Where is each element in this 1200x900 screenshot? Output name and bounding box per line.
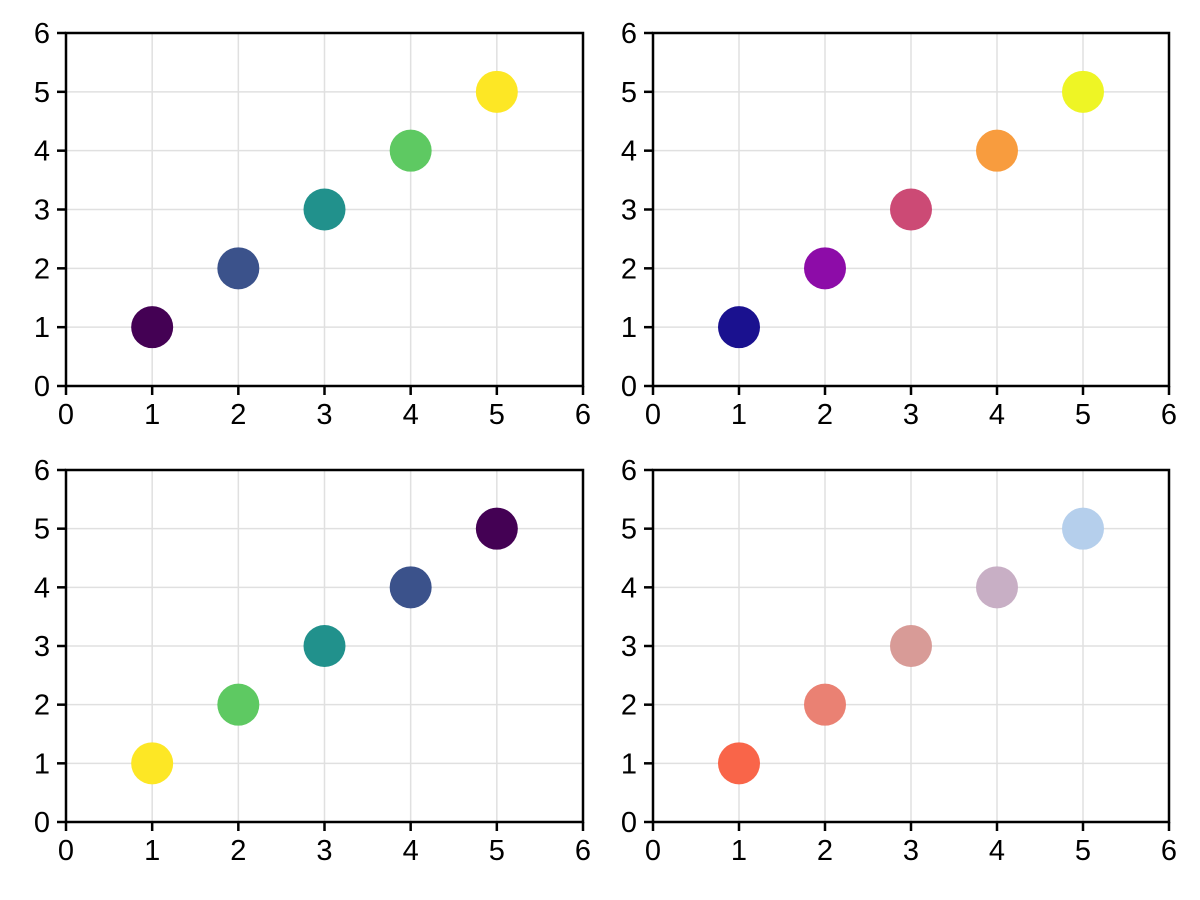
y-tick-label: 6 bbox=[34, 455, 50, 487]
scatter-point bbox=[217, 683, 260, 726]
subplot-top-left: 0 1 2 3 4 5 6 0 1 2 3 4 5 6 bbox=[34, 18, 591, 431]
x-tick-label: 5 bbox=[489, 835, 505, 867]
y-tick-label: 6 bbox=[621, 18, 637, 50]
scatter-point bbox=[303, 188, 346, 231]
scatter-point bbox=[804, 683, 846, 726]
y-tick-label: 3 bbox=[34, 195, 50, 227]
y-tick-label: 2 bbox=[621, 253, 637, 285]
x-tick-label: 0 bbox=[645, 835, 661, 867]
scatter-point bbox=[475, 70, 518, 113]
x-tick-label: 5 bbox=[1075, 399, 1091, 431]
y-tick-label: 0 bbox=[621, 371, 637, 403]
subplot-bottom-left: 0 1 2 3 4 5 6 0 1 2 3 4 5 6 bbox=[34, 455, 591, 867]
y-tick-label: 3 bbox=[621, 631, 637, 663]
scatter-point bbox=[389, 129, 432, 172]
x-tick-label: 3 bbox=[316, 835, 332, 867]
y-tick-label: 0 bbox=[621, 807, 637, 839]
y-tick-label: 1 bbox=[621, 312, 637, 344]
x-tick-label: 0 bbox=[58, 399, 74, 431]
scatter-point bbox=[976, 129, 1018, 172]
x-tick-label: 1 bbox=[731, 835, 747, 867]
y-tick-label: 4 bbox=[34, 572, 50, 604]
x-tick-label: 4 bbox=[403, 835, 419, 867]
scatter-point bbox=[303, 625, 346, 667]
x-tick-label: 2 bbox=[817, 835, 833, 867]
x-tick-label: 1 bbox=[144, 835, 160, 867]
y-tick-label: 5 bbox=[34, 77, 50, 109]
x-tick-label: 6 bbox=[1161, 835, 1177, 867]
x-tick-label: 6 bbox=[1161, 399, 1177, 431]
y-tick-label: 2 bbox=[34, 690, 50, 722]
y-tick-label: 5 bbox=[621, 77, 637, 109]
x-tick-label: 3 bbox=[903, 835, 919, 867]
y-tick-label: 2 bbox=[621, 690, 637, 722]
x-tick-label: 3 bbox=[903, 399, 919, 431]
y-tick-label: 4 bbox=[34, 136, 50, 168]
y-tick-label: 1 bbox=[621, 748, 637, 780]
x-tick-label: 5 bbox=[489, 399, 505, 431]
scatter-point bbox=[1062, 70, 1104, 113]
y-tick-label: 4 bbox=[621, 572, 637, 604]
x-tick-label: 2 bbox=[230, 835, 246, 867]
y-tick-label: 4 bbox=[621, 136, 637, 168]
scatter-point bbox=[890, 625, 932, 667]
scatter-point bbox=[890, 188, 932, 231]
x-tick-label: 5 bbox=[1075, 835, 1091, 867]
scatter-point bbox=[804, 247, 846, 290]
y-tick-label: 3 bbox=[621, 195, 637, 227]
scatter-point bbox=[1062, 507, 1104, 550]
scatter-point bbox=[217, 247, 260, 290]
scatter-point bbox=[718, 306, 760, 349]
x-tick-label: 6 bbox=[575, 399, 591, 431]
x-tick-label: 1 bbox=[731, 399, 747, 431]
x-tick-label: 1 bbox=[144, 399, 160, 431]
scatter-point bbox=[475, 507, 518, 550]
scatter-point bbox=[718, 742, 760, 785]
x-tick-label: 2 bbox=[230, 399, 246, 431]
y-tick-label: 0 bbox=[34, 371, 50, 403]
y-tick-label: 5 bbox=[621, 514, 637, 546]
y-tick-label: 3 bbox=[34, 631, 50, 663]
scatter-point bbox=[131, 742, 174, 785]
x-tick-label: 4 bbox=[989, 399, 1005, 431]
y-tick-label: 1 bbox=[34, 312, 50, 344]
x-tick-label: 0 bbox=[58, 835, 74, 867]
y-tick-label: 1 bbox=[34, 748, 50, 780]
x-tick-label: 2 bbox=[817, 399, 833, 431]
y-tick-label: 2 bbox=[34, 253, 50, 285]
x-tick-label: 4 bbox=[989, 835, 1005, 867]
x-tick-label: 6 bbox=[575, 835, 591, 867]
y-tick-label: 6 bbox=[621, 455, 637, 487]
y-tick-label: 5 bbox=[34, 514, 50, 546]
subplot-top-right: 0 1 2 3 4 5 6 0 1 2 3 4 5 6 bbox=[621, 18, 1177, 431]
x-tick-label: 0 bbox=[645, 399, 661, 431]
scatter-point bbox=[131, 306, 174, 349]
scatter-point bbox=[976, 566, 1018, 609]
y-tick-label: 0 bbox=[34, 807, 50, 839]
scatter-point bbox=[389, 566, 432, 609]
x-tick-label: 3 bbox=[316, 399, 332, 431]
x-tick-label: 4 bbox=[403, 399, 419, 431]
y-tick-label: 6 bbox=[34, 18, 50, 50]
subplot-bottom-right: 0 1 2 3 4 5 6 0 1 2 3 4 5 6 bbox=[621, 455, 1177, 867]
